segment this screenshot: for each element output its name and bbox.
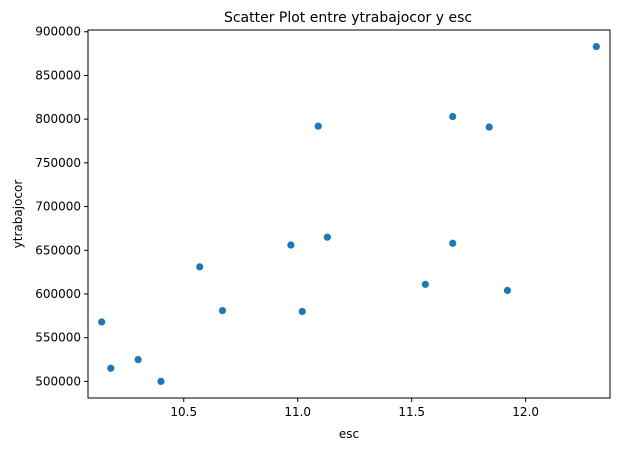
scatter-point — [157, 377, 165, 385]
scatter-point — [218, 306, 227, 315]
y-tick-label: 800000 — [35, 112, 81, 126]
x-axis-label: esc — [339, 427, 359, 441]
x-tick-label: 10.5 — [170, 405, 197, 419]
scatter-point — [98, 318, 106, 326]
chart-title: Scatter Plot entre ytrabajocor y esc — [224, 10, 472, 26]
scatter-point — [485, 123, 493, 131]
scatter-point — [421, 280, 429, 288]
y-tick-label: 700000 — [35, 200, 81, 214]
y-axis-label: ytrabajocor — [11, 180, 25, 249]
y-axis-ticks: 500000 550000 600000 650000 700000 750000 8000… — [35, 25, 88, 388]
scatter-point — [287, 241, 295, 249]
y-tick-label: 850000 — [35, 68, 81, 82]
scatter-point — [449, 112, 457, 121]
y-tick-label: 550000 — [35, 331, 81, 345]
scatter-point — [592, 43, 600, 51]
scatter-point — [134, 355, 142, 364]
scatter-point — [323, 233, 331, 241]
scatter-point — [314, 122, 322, 130]
plot-frame — [87, 29, 611, 399]
x-tick-label: 12.0 — [512, 405, 539, 419]
scatter-point — [298, 307, 306, 316]
data-points — [98, 43, 600, 385]
y-tick-label: 900000 — [35, 25, 81, 39]
scatter-point — [503, 286, 512, 295]
x-tick-label: 11.0 — [284, 405, 311, 419]
y-tick-label: 750000 — [35, 156, 81, 170]
x-axis-ticks: 10.5 11.0 11.5 12.0 — [170, 398, 539, 419]
scatter-point — [107, 364, 115, 372]
scatter-point — [449, 239, 457, 247]
y-tick-label: 600000 — [35, 287, 81, 301]
y-tick-label: 650000 — [35, 243, 81, 257]
scatter-point — [196, 263, 204, 271]
y-tick-label: 500000 — [35, 374, 81, 388]
x-tick-label: 11.5 — [398, 405, 425, 419]
